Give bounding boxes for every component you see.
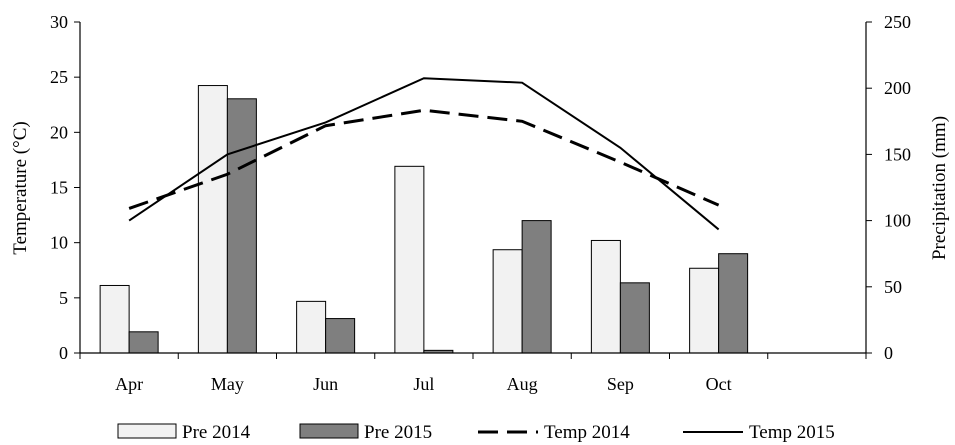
bar-pre-2014-apr: [99, 284, 130, 354]
plot-area: [99, 77, 749, 354]
x-tick-label: Apr: [115, 374, 143, 394]
bar-pre-2015-may: [226, 98, 257, 354]
left-tick-label: 10: [50, 233, 68, 253]
bar-pre-2015-sep: [619, 282, 650, 354]
bar-pre-2014-aug: [492, 249, 523, 354]
legend-swatch-pre-2014: [117, 423, 177, 439]
left-tick-label: 5: [59, 288, 68, 308]
bar-pre-2015-aug: [521, 220, 552, 354]
line-temp-2015: [128, 77, 720, 231]
bar-pre-2014-may: [197, 85, 228, 354]
left-tick-label: 20: [50, 122, 68, 142]
bar-pre-2015-apr: [128, 331, 159, 354]
left-tick-label: 0: [59, 343, 68, 363]
bar-pre-2014-oct: [689, 267, 720, 354]
x-tick-label: Oct: [706, 374, 732, 394]
left-tick-label: 30: [50, 12, 68, 32]
legend: Pre 2014 Pre 2015 Temp 2014 Temp 2015: [117, 422, 835, 443]
right-tick-label: 150: [884, 144, 911, 164]
axes: 0 5 10 15 20 25 30 0 50 100 150 200 250 Apr May Jun Jul A…: [50, 12, 911, 394]
bar-pre-2014-jun: [296, 300, 327, 354]
legend-label-temp-2014: Temp 2014: [544, 422, 630, 443]
right-tick-label: 50: [884, 277, 902, 297]
line-temp-2014: [128, 108, 720, 210]
left-axis-title: Temperature (°C): [10, 121, 31, 254]
x-tick-label: Jun: [313, 374, 338, 394]
bar-pre-2014-sep: [590, 239, 621, 354]
legend-swatch-pre-2015: [299, 423, 359, 439]
x-tick-label: May: [211, 374, 244, 394]
x-tick-label: Aug: [507, 374, 538, 394]
legend-label-pre-2015: Pre 2015: [364, 422, 432, 443]
x-tick-label: Sep: [607, 374, 634, 394]
right-tick-label: 250: [884, 12, 911, 32]
right-tick-label: 0: [884, 343, 893, 363]
left-tick-label: 15: [50, 178, 68, 198]
right-tick-label: 100: [884, 211, 911, 231]
legend-label-pre-2014: Pre 2014: [182, 422, 251, 443]
x-tick-label: Jul: [413, 374, 434, 394]
bar-pre-2014-jul: [394, 165, 425, 354]
bar-pre-2015-oct: [718, 253, 749, 354]
right-axis-title: Precipitation (mm): [929, 116, 950, 260]
left-tick-label: 25: [50, 67, 68, 87]
bar-pre-2015-jun: [325, 318, 356, 354]
right-tick-label: 200: [884, 78, 911, 98]
legend-label-temp-2015: Temp 2015: [749, 422, 835, 443]
